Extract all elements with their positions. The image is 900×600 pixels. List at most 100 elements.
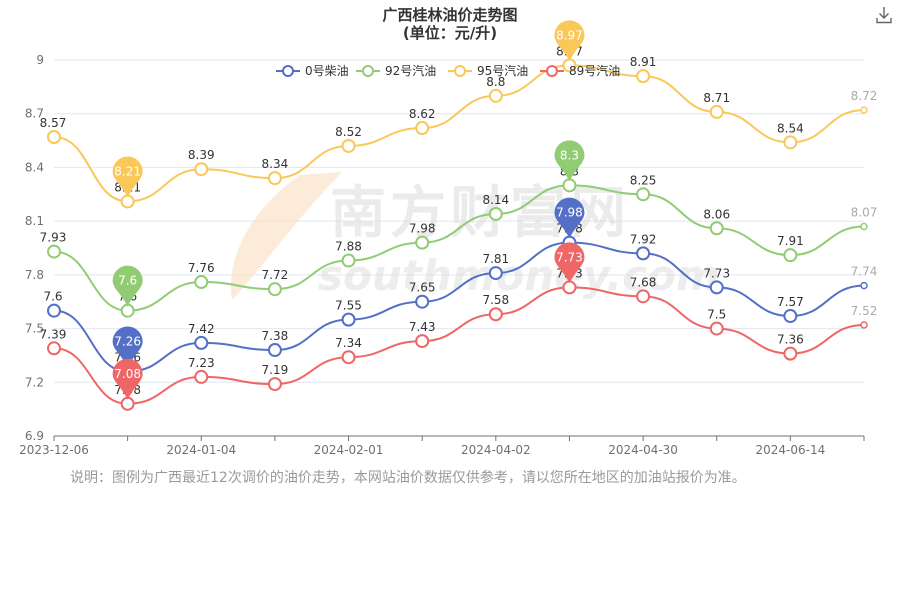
data-point[interactable]	[709, 221, 724, 236]
data-point[interactable]	[709, 321, 724, 336]
data-point[interactable]	[860, 106, 868, 114]
legend-item-3[interactable]: 89号汽油	[540, 63, 620, 78]
data-point[interactable]	[709, 280, 724, 295]
y-tick-label: 7.2	[25, 375, 44, 389]
data-point[interactable]	[341, 350, 356, 365]
legend[interactable]: 0号柴油 92号汽油 95号汽油 89号汽油	[276, 63, 620, 78]
legend-marker	[546, 65, 558, 77]
max-pin-label: 7.73	[556, 250, 583, 264]
series-line	[53, 184, 865, 312]
data-label: 8.62	[409, 107, 436, 121]
data-point[interactable]	[415, 294, 430, 309]
axes: 6.9 7.2 7.5 7.8 8.1 8.4 8.7 9 2023-12-06 2024-01-…	[19, 53, 865, 457]
data-label: 7.88	[335, 240, 362, 254]
data-point[interactable]	[267, 343, 282, 358]
data-point[interactable]	[860, 281, 868, 290]
data-label: 8.34	[262, 157, 289, 171]
data-point[interactable]	[341, 138, 356, 153]
data-label: 8.25	[630, 173, 657, 187]
data-label: 7.58	[482, 293, 509, 307]
data-label: 7.92	[630, 232, 657, 246]
data-point[interactable]	[341, 312, 356, 327]
max-pin	[554, 242, 585, 284]
data-point[interactable]	[47, 244, 61, 259]
max-pin-label: 7.98	[556, 206, 583, 220]
data-point[interactable]	[194, 369, 209, 384]
data-label: 8.91	[630, 55, 657, 69]
data-point[interactable]	[47, 129, 61, 144]
data-label: 7.81	[482, 252, 509, 266]
data-label: 7.34	[335, 336, 362, 350]
max-pin	[554, 197, 585, 239]
data-point[interactable]	[636, 187, 651, 202]
legend-marker	[362, 65, 374, 77]
data-point[interactable]	[709, 104, 724, 119]
data-point[interactable]	[783, 248, 798, 263]
data-point[interactable]	[341, 253, 356, 268]
data-point[interactable]	[415, 334, 430, 349]
data-point[interactable]	[267, 282, 282, 297]
series-line	[53, 286, 865, 405]
legend-marker	[282, 65, 294, 77]
series-1: 7.93 7.6 7.76 7.72 7.88 7.98 8.14 8.3 8.25 8.06 7.…	[40, 140, 878, 318]
data-label: 8.07	[851, 206, 878, 220]
data-label: 7.93	[40, 231, 67, 245]
data-point[interactable]	[488, 88, 503, 103]
data-point[interactable]	[488, 266, 503, 281]
series-line	[53, 241, 865, 373]
data-label: 7.73	[703, 266, 730, 280]
download-icon[interactable]	[876, 6, 892, 24]
data-point[interactable]	[267, 171, 282, 186]
min-pin-label: 7.26	[114, 335, 141, 349]
data-point[interactable]	[860, 222, 868, 231]
data-point[interactable]	[415, 235, 430, 250]
data-label: 7.98	[409, 222, 436, 236]
min-pin-label: 8.21	[114, 164, 141, 178]
legend-item-2[interactable]: 95号汽油	[448, 63, 528, 78]
legend-label: 92号汽油	[385, 63, 436, 78]
series-2: 8.57 8.21 8.39 8.34 8.52 8.62 8.8 8.97 8.91 8.71 8…	[40, 20, 877, 209]
data-point[interactable]	[47, 303, 61, 318]
y-tick-label: 7.8	[25, 268, 44, 282]
data-point[interactable]	[636, 289, 651, 304]
data-point[interactable]	[860, 321, 868, 329]
legend-label: 95号汽油	[477, 63, 528, 78]
chart-subtitle: (单位：元/升)	[402, 24, 498, 42]
watermark-en-text: southmoney.com	[318, 251, 720, 300]
data-point[interactable]	[488, 307, 503, 322]
data-label: 8.57	[40, 116, 67, 130]
data-point[interactable]	[194, 335, 209, 350]
data-label: 8.14	[482, 193, 509, 207]
x-tick-label: 2024-01-04	[166, 443, 236, 457]
data-point[interactable]	[636, 69, 651, 84]
data-point[interactable]	[783, 309, 798, 324]
data-point[interactable]	[194, 275, 209, 290]
watermark-logo-swoosh	[230, 172, 342, 300]
x-tick-label: 2024-06-14	[755, 443, 825, 457]
data-point[interactable]	[636, 246, 651, 261]
data-label: 7.91	[777, 234, 804, 248]
data-point[interactable]	[488, 206, 503, 221]
data-point[interactable]	[783, 135, 798, 150]
data-point[interactable]	[415, 121, 430, 136]
grid	[54, 59, 864, 383]
data-label: 8.71	[703, 91, 730, 105]
legend-item-1[interactable]: 92号汽油	[356, 63, 436, 78]
data-point[interactable]	[194, 162, 209, 177]
y-tick-label: 8.4	[25, 160, 44, 174]
series: 7.67.267.427.387.557.657.817.987.927.737…	[40, 20, 878, 411]
min-pin	[112, 156, 143, 198]
max-pin	[554, 20, 585, 62]
data-label: 8.52	[335, 125, 362, 139]
min-pin	[112, 265, 143, 307]
data-point[interactable]	[267, 377, 282, 392]
data-point[interactable]	[47, 341, 61, 356]
data-label: 8.54	[777, 121, 804, 135]
y-tick-label: 8.1	[25, 214, 44, 228]
data-point[interactable]	[783, 346, 798, 361]
legend-item-0[interactable]: 0号柴油	[276, 64, 349, 78]
data-label: 7.52	[851, 304, 878, 318]
y-tick-label: 6.9	[25, 429, 44, 443]
x-tick-label: 2024-04-30	[608, 443, 678, 457]
